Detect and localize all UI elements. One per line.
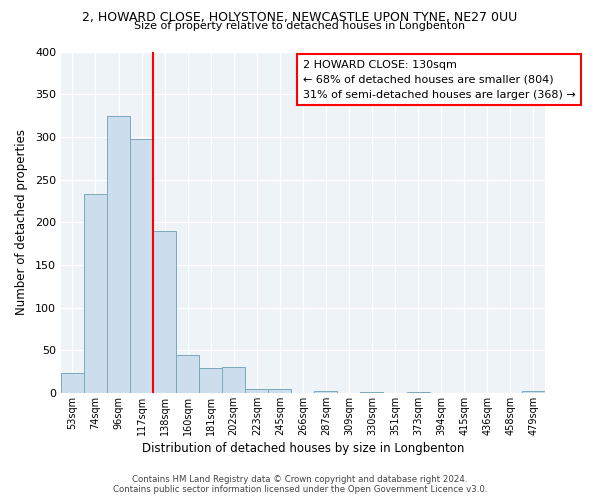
Bar <box>176 356 199 393</box>
Bar <box>407 392 430 393</box>
X-axis label: Distribution of detached houses by size in Longbenton: Distribution of detached houses by size … <box>142 442 464 455</box>
Text: Size of property relative to detached houses in Longbenton: Size of property relative to detached ho… <box>134 21 466 31</box>
Bar <box>522 391 545 393</box>
Text: Contains HM Land Registry data © Crown copyright and database right 2024.
Contai: Contains HM Land Registry data © Crown c… <box>113 474 487 494</box>
Y-axis label: Number of detached properties: Number of detached properties <box>15 129 28 315</box>
Bar <box>61 374 84 393</box>
Bar <box>153 230 176 393</box>
Bar <box>268 388 292 393</box>
Bar <box>107 116 130 393</box>
Bar <box>222 368 245 393</box>
Bar <box>84 194 107 393</box>
Bar <box>199 368 222 393</box>
Text: 2, HOWARD CLOSE, HOLYSTONE, NEWCASTLE UPON TYNE, NE27 0UU: 2, HOWARD CLOSE, HOLYSTONE, NEWCASTLE UP… <box>82 11 518 24</box>
Bar <box>130 138 153 393</box>
Bar <box>361 392 383 393</box>
Bar <box>314 391 337 393</box>
Text: 2 HOWARD CLOSE: 130sqm
← 68% of detached houses are smaller (804)
31% of semi-de: 2 HOWARD CLOSE: 130sqm ← 68% of detached… <box>303 60 575 100</box>
Bar <box>245 388 268 393</box>
